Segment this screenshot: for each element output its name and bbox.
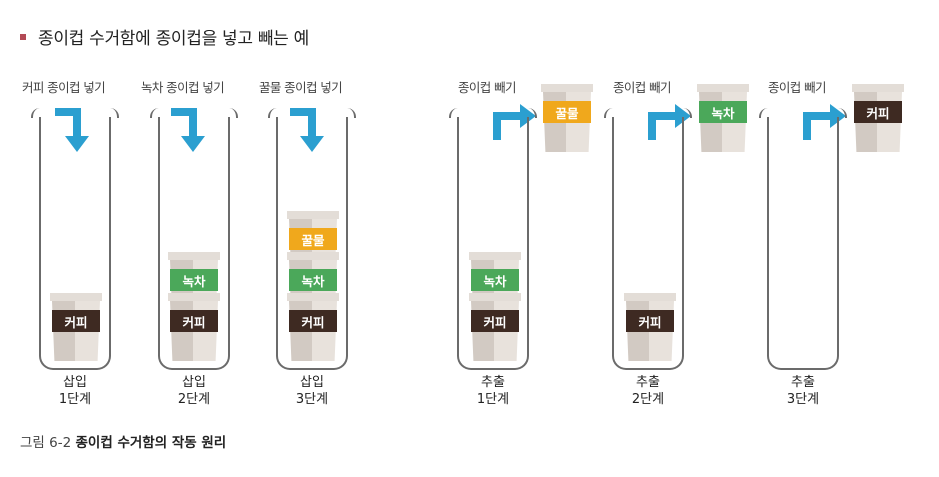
- cup-green-tea-extracted: 녹차: [697, 84, 749, 152]
- cup-coffee: 커피: [168, 293, 220, 361]
- panel-label-3: 꿀물 종이컵 넣기: [259, 80, 343, 95]
- section-heading: 종이컵 수거함에 종이컵을 넣고 빼는 예: [20, 24, 309, 49]
- stage-label-1: 삽입 1단계: [58, 375, 92, 407]
- panel-label-4: 종이컵 빼기: [458, 80, 516, 95]
- stage-label-6: 추출 3단계: [786, 375, 820, 407]
- stage-label-4: 추출 1단계: [476, 375, 510, 407]
- stage-label-5: 추출 2단계: [631, 375, 665, 407]
- cup-coffee: 커피: [287, 293, 339, 361]
- cup-honey-extracted: 꿀물: [541, 84, 593, 152]
- cup-coffee: 커피: [624, 293, 676, 361]
- panel-label-1: 커피 종이컵 넣기: [22, 80, 106, 95]
- down-arrow-icon: [55, 108, 89, 152]
- panel-label-5: 종이컵 빼기: [613, 80, 671, 95]
- figure-number: 그림 6-2: [20, 435, 72, 451]
- panel-label-2: 녹차 종이컵 넣기: [141, 80, 225, 95]
- down-arrow-icon: [290, 108, 324, 152]
- stage-label-2: 삽입 2단계: [177, 375, 211, 407]
- stage-label-3: 삽입 3단계: [295, 375, 329, 407]
- heading-text: 종이컵 수거함에 종이컵을 넣고 빼는 예: [38, 28, 309, 49]
- cup-collector-tube: [759, 108, 847, 370]
- cup-collector-tube: [150, 108, 238, 370]
- figure-title: 종이컵 수거함의 작동 원리: [75, 435, 227, 451]
- cup-collector-tube: [31, 108, 119, 370]
- cup-coffee-extracted: 커피: [852, 84, 904, 152]
- cup-collector-tube: [268, 108, 356, 370]
- figure-caption: 그림 6-2 종이컵 수거함의 작동 원리: [20, 431, 226, 451]
- cup-coffee: 커피: [469, 293, 521, 361]
- bullet-square-icon: [20, 33, 26, 40]
- down-arrow-icon: [171, 108, 205, 152]
- cup-collector-tube: [604, 108, 692, 370]
- panel-label-6: 종이컵 빼기: [768, 80, 826, 95]
- cup-coffee: 커피: [50, 293, 102, 361]
- cup-collector-tube: [449, 108, 537, 370]
